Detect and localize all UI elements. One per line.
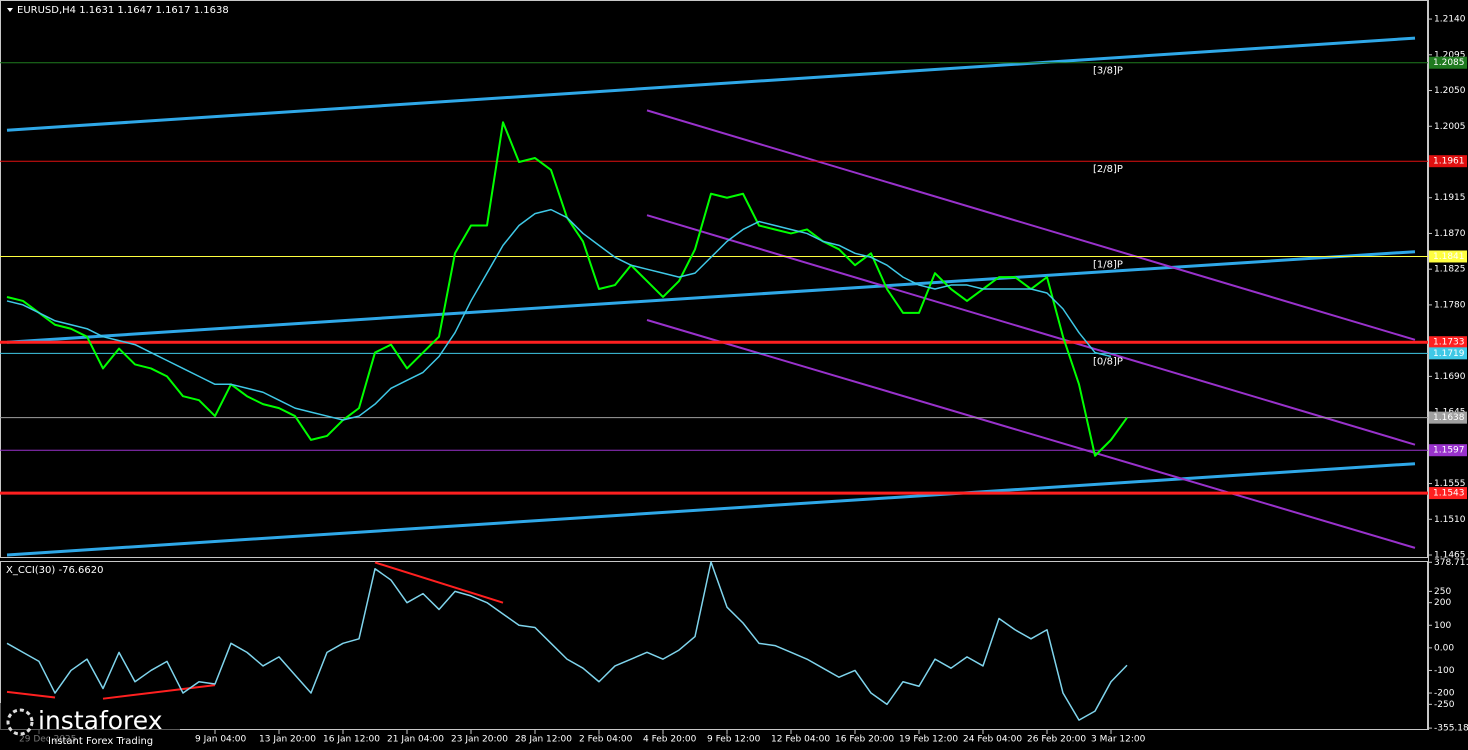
cci-title: X_CCI(30) -76.6620 <box>6 565 103 576</box>
level-price-box <box>1429 487 1467 500</box>
level-price-box <box>1429 411 1467 424</box>
y-tick-label: 378.7116 <box>1434 558 1468 568</box>
y-tick-label: 1.1825 <box>1434 265 1466 275</box>
main-pane: [3/8]P [2/8]P [1/8]P [0/8]P <box>0 36 1428 557</box>
y-tick-label: 1.1555 <box>1434 479 1466 489</box>
level-price-label: 1.1638 <box>1433 413 1465 423</box>
x-tick-label: 21 Jan 04:00 <box>387 735 444 745</box>
y-tick-label: 1.2005 <box>1434 122 1466 132</box>
y-tick-label: 1.1780 <box>1434 300 1466 310</box>
trend-line <box>6 690 56 699</box>
y-tick-label: -355.189 <box>1434 724 1468 734</box>
level-tag: [1/8]P <box>1093 259 1123 270</box>
trend-line <box>6 250 1416 344</box>
y-tick-label: 1.1465 <box>1434 551 1466 561</box>
series-line <box>6 561 1128 721</box>
level-price-label: 1.1841 <box>1433 252 1465 262</box>
x-tick-label: 9 Jan 04:00 <box>195 735 247 745</box>
x-tick-label: 2 Feb 04:00 <box>579 735 633 745</box>
title-arrow <box>7 8 13 12</box>
main-pane-frame <box>0 0 1428 558</box>
x-tick-label: 9 Feb 12:00 <box>707 735 761 745</box>
trend-line <box>646 214 1416 446</box>
y-tick-label: 0.00 <box>1434 643 1454 653</box>
trend-line <box>646 109 1416 341</box>
level-price-label: 1.2085 <box>1433 58 1465 68</box>
level-price-box <box>1429 56 1467 69</box>
y-tick-label: 1.1870 <box>1434 229 1466 239</box>
x-tick-label: 4 Feb 20:00 <box>643 735 697 745</box>
y-tick-label: 1.2050 <box>1434 86 1466 96</box>
level-price-label: 1.1961 <box>1433 157 1465 167</box>
logo-icon <box>6 708 34 736</box>
y-tick-label: -100 <box>1434 666 1455 676</box>
x-tick-label: 23 Jan 20:00 <box>451 735 508 745</box>
x-tick-label: 19 Feb 12:00 <box>899 735 958 745</box>
level-tag: [3/8]P <box>1093 66 1123 77</box>
x-tick-label: 16 Feb 20:00 <box>835 735 894 745</box>
branding: instaforex Instant Forex Trading <box>0 703 180 750</box>
logo-text: instaforex <box>38 706 163 735</box>
chart-title: EURUSD,H4 1.1631 1.1647 1.1617 1.1638 <box>17 5 229 16</box>
level-price-label: 1.1719 <box>1433 349 1465 359</box>
trend-line <box>374 561 504 604</box>
x-tick-label: 3 Mar 12:00 <box>1091 735 1146 745</box>
level-price-label: 1.1543 <box>1433 489 1465 499</box>
x-tick-label: 16 Jan 12:00 <box>323 735 380 745</box>
y-tick-label: 200 <box>1434 598 1451 608</box>
level-price-label: 1.1597 <box>1433 446 1465 456</box>
x-tick-label: 28 Jan 12:00 <box>515 735 572 745</box>
y-tick-label: -200 <box>1434 689 1455 699</box>
series-line <box>6 208 1112 421</box>
level-price-box <box>1429 336 1467 349</box>
logo-tagline: Instant Forex Trading <box>48 736 153 747</box>
y-tick-label: 1.1690 <box>1434 372 1466 382</box>
level-tag: [2/8]P <box>1093 164 1123 175</box>
y-tick-label: 250 <box>1434 587 1451 597</box>
trend-line <box>6 36 1416 132</box>
y-tick-label: 1.1915 <box>1434 193 1466 203</box>
logo-backdrop <box>0 703 180 750</box>
level-tag: [0/8]P <box>1093 356 1123 367</box>
cci-pane-frame <box>0 561 1428 730</box>
level-price-box <box>1429 347 1467 360</box>
x-tick-label: 13 Jan 20:00 <box>259 735 316 745</box>
trend-line <box>102 684 216 700</box>
y-tick-label: 1.2140 <box>1434 15 1466 25</box>
level-price-box <box>1429 444 1467 457</box>
level-price-label: 1.1733 <box>1433 338 1465 348</box>
y-tick-label: 100 <box>1434 621 1451 631</box>
x-tick-label: 12 Feb 04:00 <box>771 735 830 745</box>
trend-line <box>646 319 1416 549</box>
x-tick-label: 26 Feb 20:00 <box>1027 735 1086 745</box>
level-price-box <box>1429 155 1467 168</box>
y-tick-label: 1.1510 <box>1434 515 1466 525</box>
y-tick-label: 1.2095 <box>1434 50 1466 60</box>
cci-pane <box>6 561 1128 721</box>
x-tick-label: 24 Feb 04:00 <box>963 735 1022 745</box>
level-price-box <box>1429 250 1467 263</box>
y-tick-label: -250 <box>1434 700 1455 710</box>
